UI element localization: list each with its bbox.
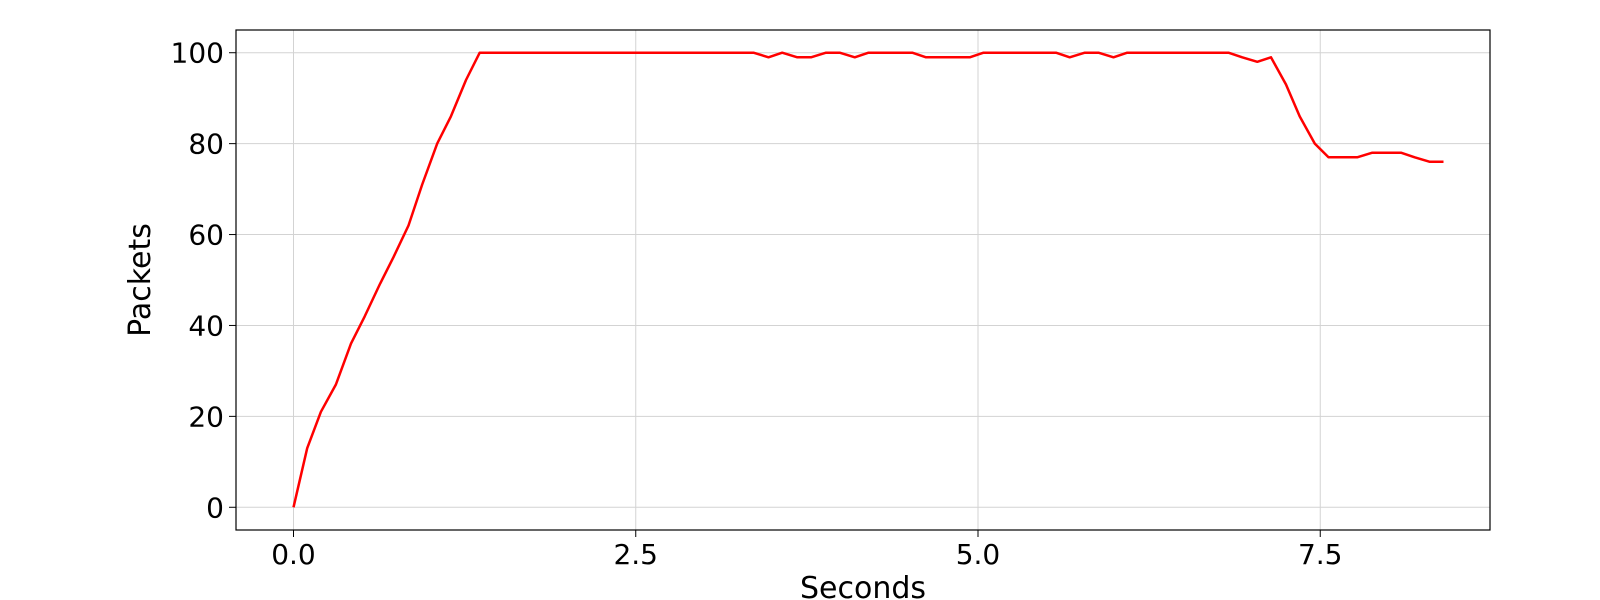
x-tick-label: 5.0 bbox=[956, 538, 1001, 571]
y-tick-label: 20 bbox=[188, 400, 224, 433]
series-layer bbox=[292, 51, 1444, 508]
x-axis-label: Seconds bbox=[800, 571, 926, 600]
grid bbox=[236, 30, 1490, 530]
y-tick-label: 60 bbox=[188, 219, 224, 252]
y-tick-label: 0 bbox=[206, 491, 224, 524]
axis-ticks: 0.0 2.5 5.0 7.5 0 20 40 60 80 100 bbox=[171, 37, 1343, 571]
y-axis-label: Packets bbox=[123, 223, 158, 337]
x-tick-label: 2.5 bbox=[613, 538, 658, 571]
y-tick-label: 100 bbox=[171, 37, 224, 70]
x-tick-label: 7.5 bbox=[1298, 538, 1343, 571]
series-line bbox=[292, 51, 1444, 508]
x-tick-label: 0.0 bbox=[271, 538, 316, 571]
y-tick-label: 40 bbox=[188, 309, 224, 342]
y-tick-label: 80 bbox=[188, 128, 224, 161]
plot-area-frame bbox=[235, 29, 1491, 531]
